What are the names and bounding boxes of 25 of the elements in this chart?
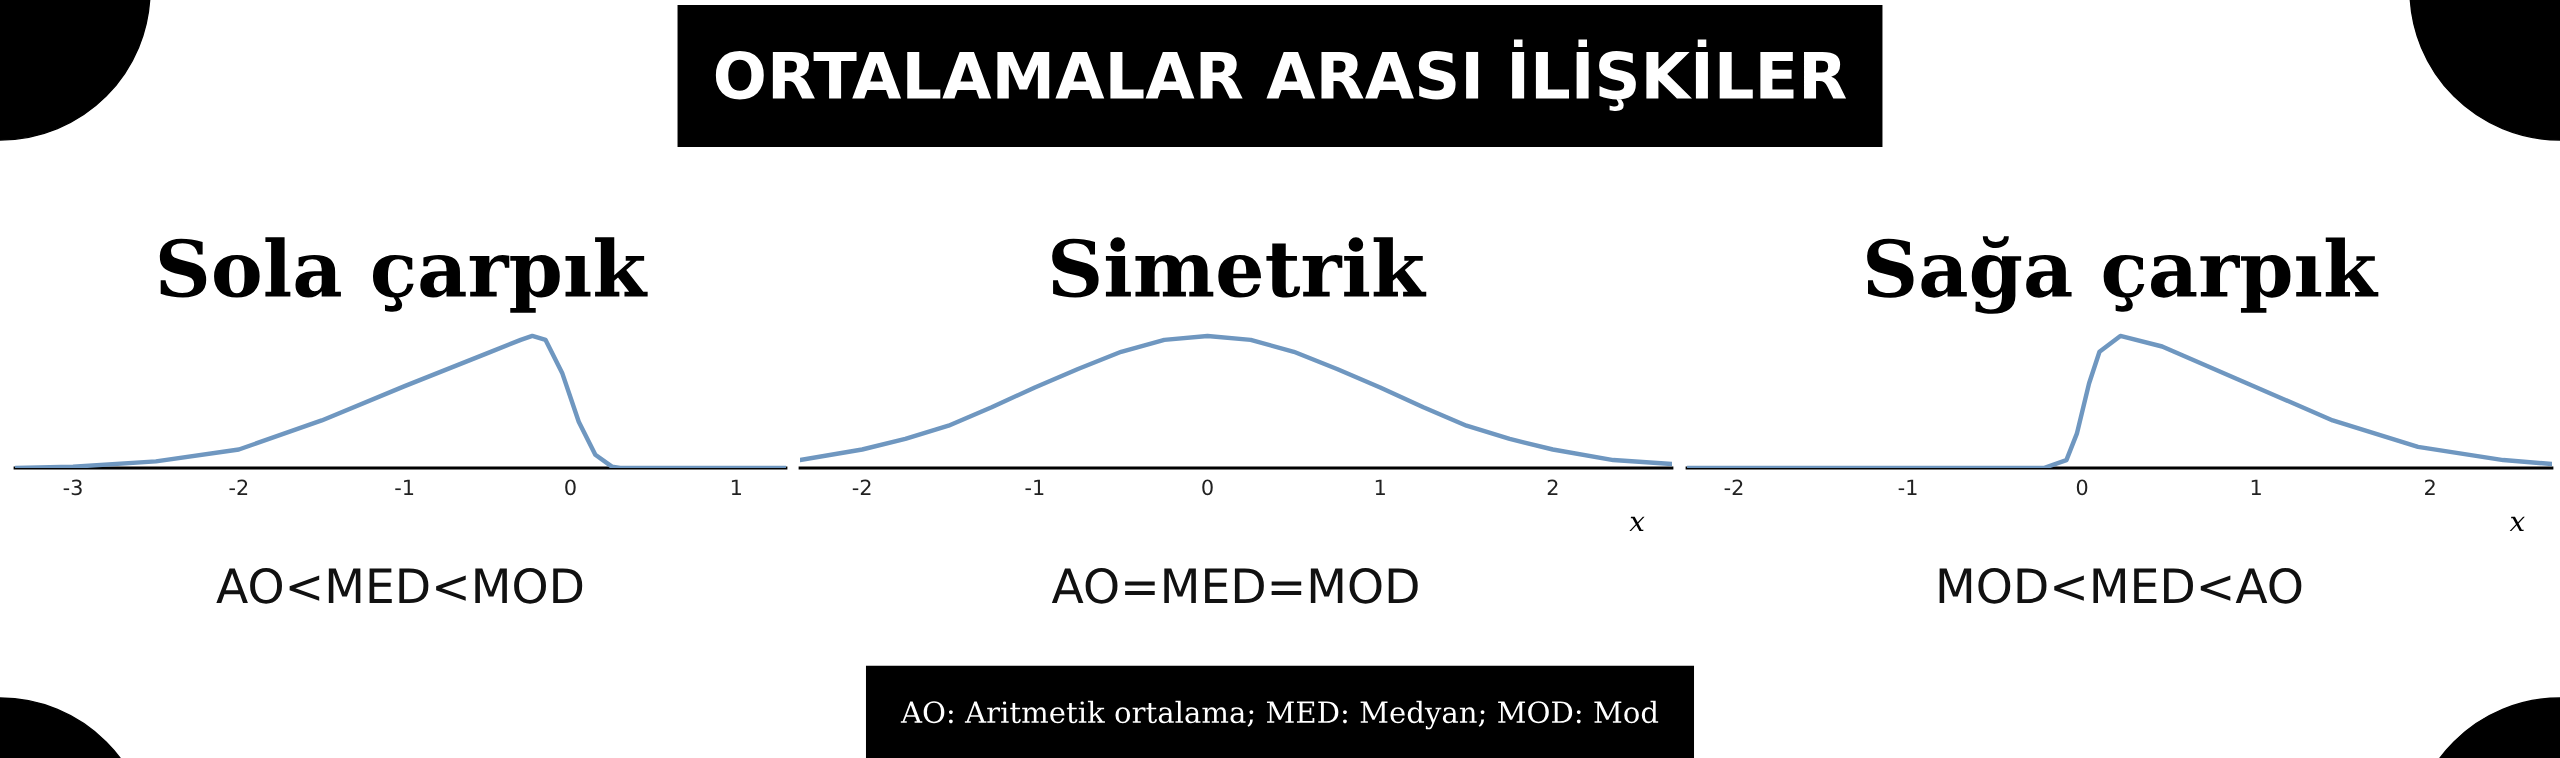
x-axis-title: x (2509, 516, 2525, 532)
x-tick-label: 1 (1375, 479, 1385, 495)
text: AO: Aritmetik ortalama; MED: Medyan; MOD: Mod (900, 700, 1659, 730)
x-tick-label: -3 (63, 479, 82, 496)
x-tick-label: -1 (395, 479, 414, 495)
chart-title: Simetrik (1052, 237, 1427, 298)
x-tick-label: 0 (565, 479, 576, 496)
x-tick-label: 1 (731, 479, 741, 495)
x-tick-label: -1 (1898, 479, 1917, 495)
x-tick-label: -2 (1724, 479, 1743, 495)
x-tick-label: 2 (2425, 479, 2435, 495)
x-tick-label: 0 (1202, 479, 1213, 496)
chart-title: Sola çarpık (159, 237, 648, 313)
text: AO=MED=MOD (1051, 567, 1418, 604)
chart-title: Sağa çarpık (1867, 236, 2379, 314)
x-tick-label: -2 (229, 479, 248, 495)
text: MOD<MED<AO (1939, 567, 2302, 604)
x-tick-label: 0 (2076, 479, 2088, 496)
x-tick-label: 1 (2251, 479, 2261, 495)
x-tick-label: -1 (1025, 479, 1044, 495)
x-tick-label: 2 (1547, 479, 1558, 495)
x-axis-title: x (1629, 516, 1645, 532)
text: AO<MED<MOD (216, 567, 583, 604)
text: ORTALAMALAR ARASI İLİŞKİLER (715, 39, 1847, 112)
x-tick-label: -2 (852, 479, 871, 495)
